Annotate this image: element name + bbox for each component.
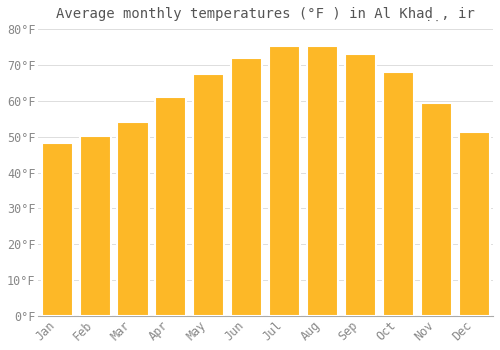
Bar	[80, 136, 110, 316]
Bar	[231, 58, 262, 316]
Bar	[307, 46, 338, 316]
Bar	[345, 54, 376, 316]
Bar	[269, 46, 300, 316]
Bar	[383, 72, 414, 316]
Bar	[118, 122, 148, 316]
Bar	[193, 74, 224, 316]
Title: Average monthly temperatures (°F ) in Al Khaḍ̣, ir: Average monthly temperatures (°F ) in Al…	[56, 7, 475, 21]
Bar	[156, 97, 186, 316]
Bar	[42, 143, 72, 316]
Bar	[420, 103, 452, 316]
Bar	[458, 132, 490, 316]
